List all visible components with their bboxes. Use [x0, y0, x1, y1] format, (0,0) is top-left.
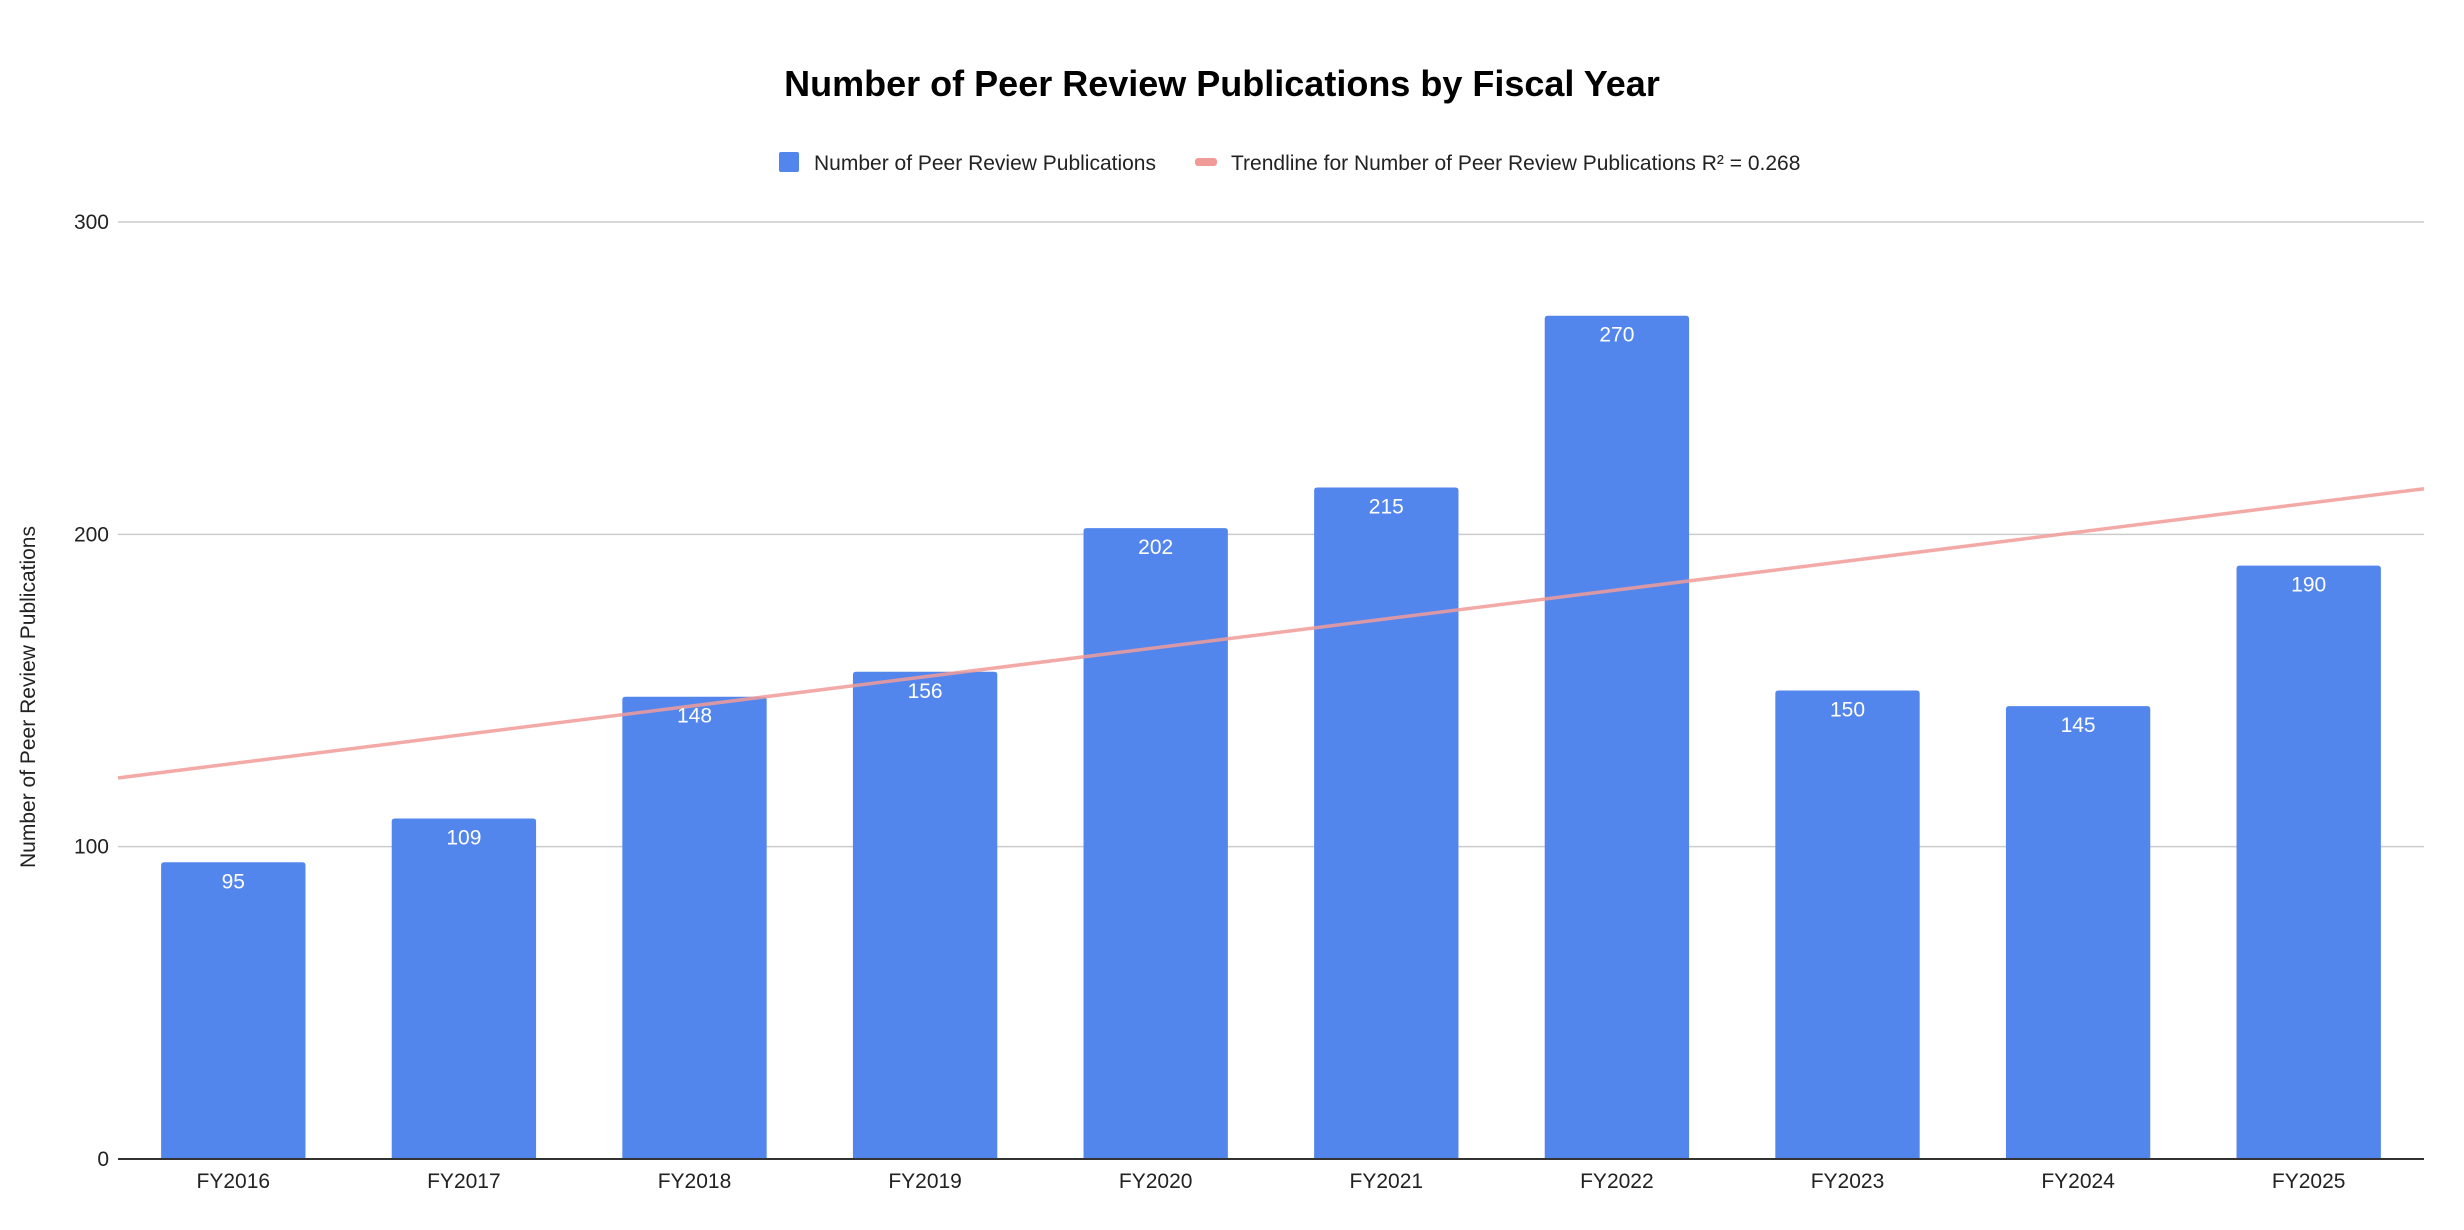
x-tick-label-FY2017: FY2017: [427, 1170, 501, 1193]
x-tick-label-FY2024: FY2024: [2041, 1170, 2115, 1193]
y-axis-title: Number of Peer Review Publications: [17, 526, 40, 868]
trendline: [117, 486, 2425, 780]
x-tick-label-FY2020: FY2020: [1119, 1170, 1193, 1193]
legend: Number of Peer Review Publications Trend…: [779, 152, 1800, 175]
x-tick-label-FY2021: FY2021: [1350, 1170, 1424, 1193]
x-tick-label-FY2022: FY2022: [1580, 1170, 1654, 1193]
legend-swatch-bars: [779, 152, 799, 172]
data-label-FY2017: 109: [446, 827, 481, 850]
y-tick-label-300: 300: [74, 211, 109, 234]
legend-label-bars: Number of Peer Review Publications: [814, 152, 1156, 175]
data-label-FY2019: 156: [908, 680, 943, 703]
bar-FY2024: [2005, 706, 2151, 1159]
data-label-FY2016: 95: [222, 870, 245, 893]
data-label-FY2021: 215: [1369, 495, 1404, 518]
y-axis-ticks: 0 100 200 300: [74, 211, 109, 1171]
x-tick-label-FY2019: FY2019: [888, 1170, 962, 1193]
bar-FY2019: [852, 671, 998, 1159]
data-label-FY2024: 145: [2061, 714, 2096, 737]
chart-title: Number of Peer Review Publications by Fi…: [784, 63, 1660, 104]
bar-FY2025: [2236, 565, 2381, 1159]
legend-swatch-trendline: [1195, 158, 1217, 166]
x-tick-label-FY2025: FY2025: [2272, 1170, 2346, 1193]
bar-FY2016: [161, 862, 306, 1159]
y-tick-label-0: 0: [97, 1148, 109, 1171]
bar-FY2022: [1544, 315, 1690, 1159]
legend-label-trendline: Trendline for Number of Peer Review Publ…: [1231, 152, 1800, 175]
y-tick-label-100: 100: [74, 836, 109, 859]
bars: [161, 315, 2381, 1159]
data-label-FY2023: 150: [1830, 699, 1865, 722]
bar-FY2018: [622, 696, 767, 1159]
x-tick-label-FY2018: FY2018: [658, 1170, 732, 1193]
bar-FY2021: [1314, 487, 1459, 1159]
y-tick-label-200: 200: [74, 523, 109, 546]
data-label-FY2020: 202: [1138, 536, 1173, 559]
data-label-FY2022: 270: [1599, 324, 1634, 347]
bar-FY2023: [1775, 690, 1920, 1159]
data-label-FY2025: 190: [2291, 574, 2326, 597]
data-label-FY2018: 148: [677, 705, 712, 728]
x-tick-label-FY2023: FY2023: [1811, 1170, 1885, 1193]
x-tick-label-FY2016: FY2016: [197, 1170, 271, 1193]
x-axis-ticks: FY2016 FY2017 FY2018 FY2019 FY2020 FY2021 FY20…: [197, 1170, 2346, 1193]
bar-FY2020: [1083, 528, 1228, 1159]
bar-FY2017: [391, 818, 537, 1159]
data-labels: 95 109 148 156 202 215 270 150 145 190: [222, 324, 2327, 894]
trendline-layer: [117, 486, 2425, 780]
